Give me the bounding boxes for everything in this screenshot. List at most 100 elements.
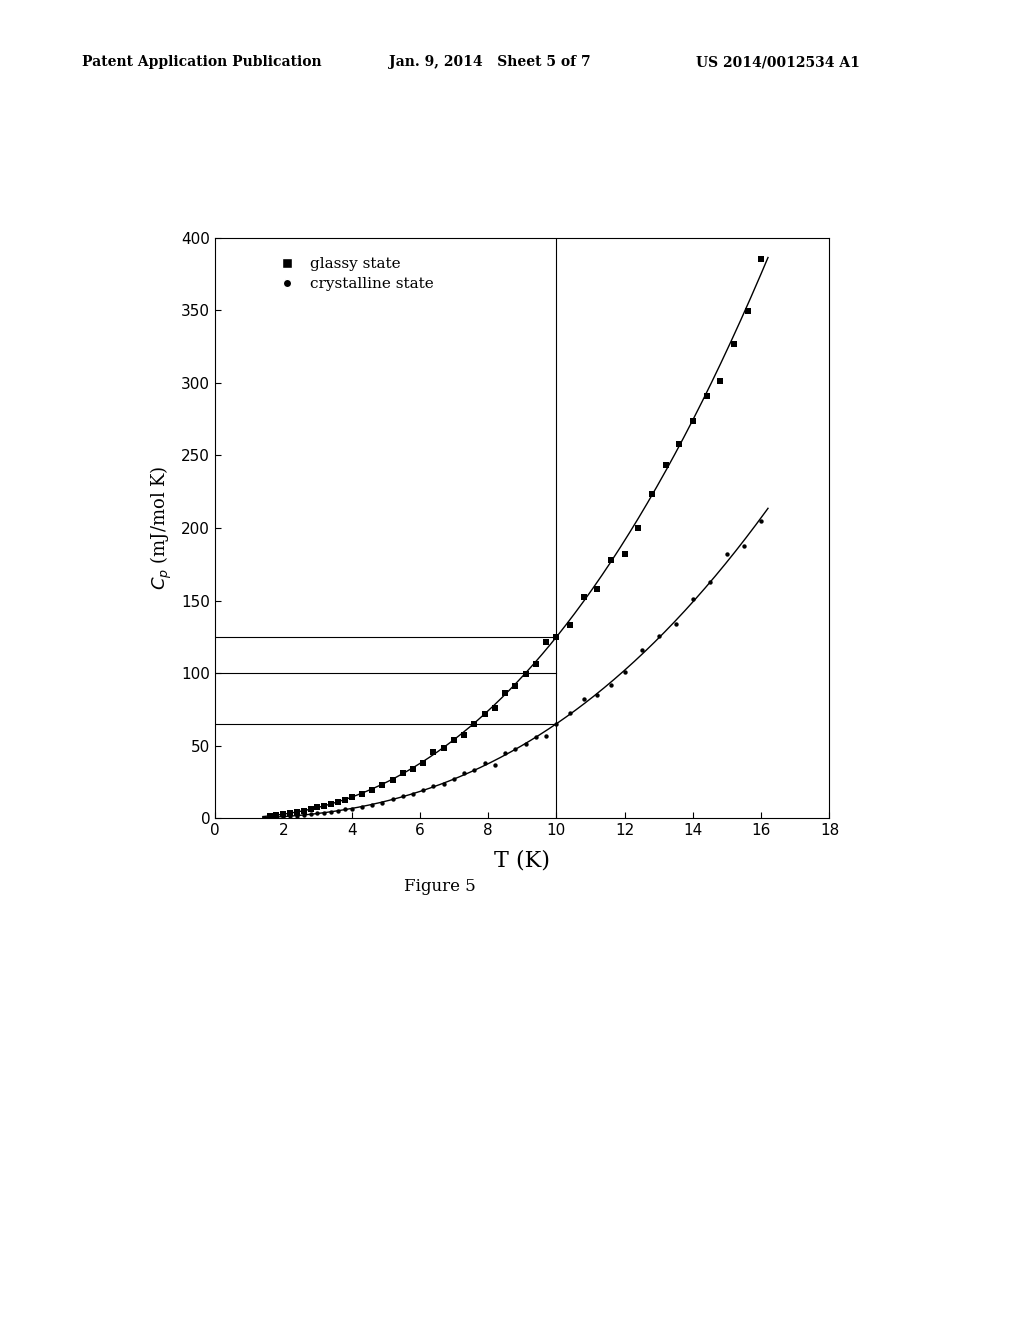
- Point: [289, 805, 305, 826]
- Point: [507, 739, 523, 760]
- Point: [282, 805, 298, 826]
- Point: [603, 675, 620, 696]
- Point: [562, 702, 579, 723]
- Point: [337, 789, 353, 810]
- Point: [261, 805, 278, 826]
- Point: [374, 792, 390, 813]
- Point: [527, 726, 544, 747]
- Point: [275, 804, 292, 825]
- Point: [261, 807, 278, 828]
- Text: Jan. 9, 2014   Sheet 5 of 7: Jan. 9, 2014 Sheet 5 of 7: [389, 55, 591, 70]
- Point: [548, 714, 564, 735]
- Point: [309, 797, 326, 818]
- Point: [343, 799, 359, 820]
- Point: [404, 783, 421, 804]
- Point: [296, 804, 312, 825]
- Point: [575, 689, 592, 710]
- Point: [719, 544, 735, 565]
- Point: [616, 661, 633, 682]
- Point: [603, 550, 620, 572]
- Point: [753, 248, 769, 269]
- Point: [316, 803, 333, 824]
- Point: [302, 804, 318, 825]
- Point: [330, 792, 346, 813]
- Point: [736, 536, 753, 557]
- Point: [425, 742, 441, 763]
- Point: [616, 544, 633, 565]
- Point: [302, 799, 318, 820]
- Text: Figure 5: Figure 5: [404, 878, 476, 895]
- Point: [644, 483, 660, 504]
- Point: [394, 763, 411, 784]
- Point: [538, 725, 554, 746]
- Point: [650, 626, 667, 647]
- Point: [435, 737, 452, 758]
- Point: [275, 807, 292, 828]
- Point: [575, 586, 592, 607]
- Point: [548, 627, 564, 648]
- Point: [445, 768, 462, 789]
- Point: [289, 801, 305, 822]
- X-axis label: T (K): T (K): [495, 849, 550, 871]
- Point: [712, 371, 728, 392]
- Point: [497, 743, 513, 764]
- Point: [337, 799, 353, 820]
- Point: [415, 752, 431, 774]
- Point: [456, 725, 472, 746]
- Point: [527, 653, 544, 675]
- Point: [343, 787, 359, 808]
- Point: [456, 762, 472, 783]
- Y-axis label: $C_p$ (mJ/mol K): $C_p$ (mJ/mol K): [150, 466, 174, 590]
- Text: US 2014/0012534 A1: US 2014/0012534 A1: [696, 55, 860, 70]
- Point: [364, 795, 380, 816]
- Point: [698, 385, 715, 407]
- Point: [268, 805, 285, 826]
- Point: [353, 784, 370, 805]
- Point: [323, 793, 339, 814]
- Point: [739, 300, 756, 321]
- Point: [394, 785, 411, 807]
- Point: [364, 780, 380, 801]
- Point: [384, 770, 400, 791]
- Point: [435, 774, 452, 795]
- Point: [404, 758, 421, 779]
- Point: [296, 800, 312, 821]
- Point: [685, 411, 701, 432]
- Point: [726, 334, 742, 355]
- Point: [507, 676, 523, 697]
- Point: [671, 434, 687, 455]
- Point: [517, 734, 534, 755]
- Point: [425, 776, 441, 797]
- Point: [466, 760, 482, 781]
- Point: [330, 800, 346, 821]
- Point: [323, 801, 339, 822]
- Point: [589, 685, 605, 706]
- Point: [701, 572, 718, 593]
- Point: [497, 682, 513, 704]
- Point: [282, 803, 298, 824]
- Point: [657, 454, 674, 475]
- Point: [309, 803, 326, 824]
- Point: [384, 788, 400, 809]
- Point: [466, 714, 482, 735]
- Point: [589, 578, 605, 599]
- Point: [634, 639, 650, 660]
- Point: [476, 704, 493, 725]
- Point: [562, 614, 579, 635]
- Point: [486, 697, 503, 718]
- Point: [538, 631, 554, 652]
- Point: [268, 807, 285, 828]
- Point: [685, 587, 701, 609]
- Text: Patent Application Publication: Patent Application Publication: [82, 55, 322, 70]
- Point: [476, 752, 493, 774]
- Point: [374, 774, 390, 795]
- Point: [415, 779, 431, 800]
- Point: [517, 664, 534, 685]
- Point: [486, 754, 503, 775]
- Point: [316, 796, 333, 817]
- Point: [630, 517, 646, 539]
- Point: [668, 612, 684, 634]
- Legend: glassy state, crystalline state: glassy state, crystalline state: [265, 251, 440, 297]
- Point: [445, 729, 462, 750]
- Point: [353, 796, 370, 817]
